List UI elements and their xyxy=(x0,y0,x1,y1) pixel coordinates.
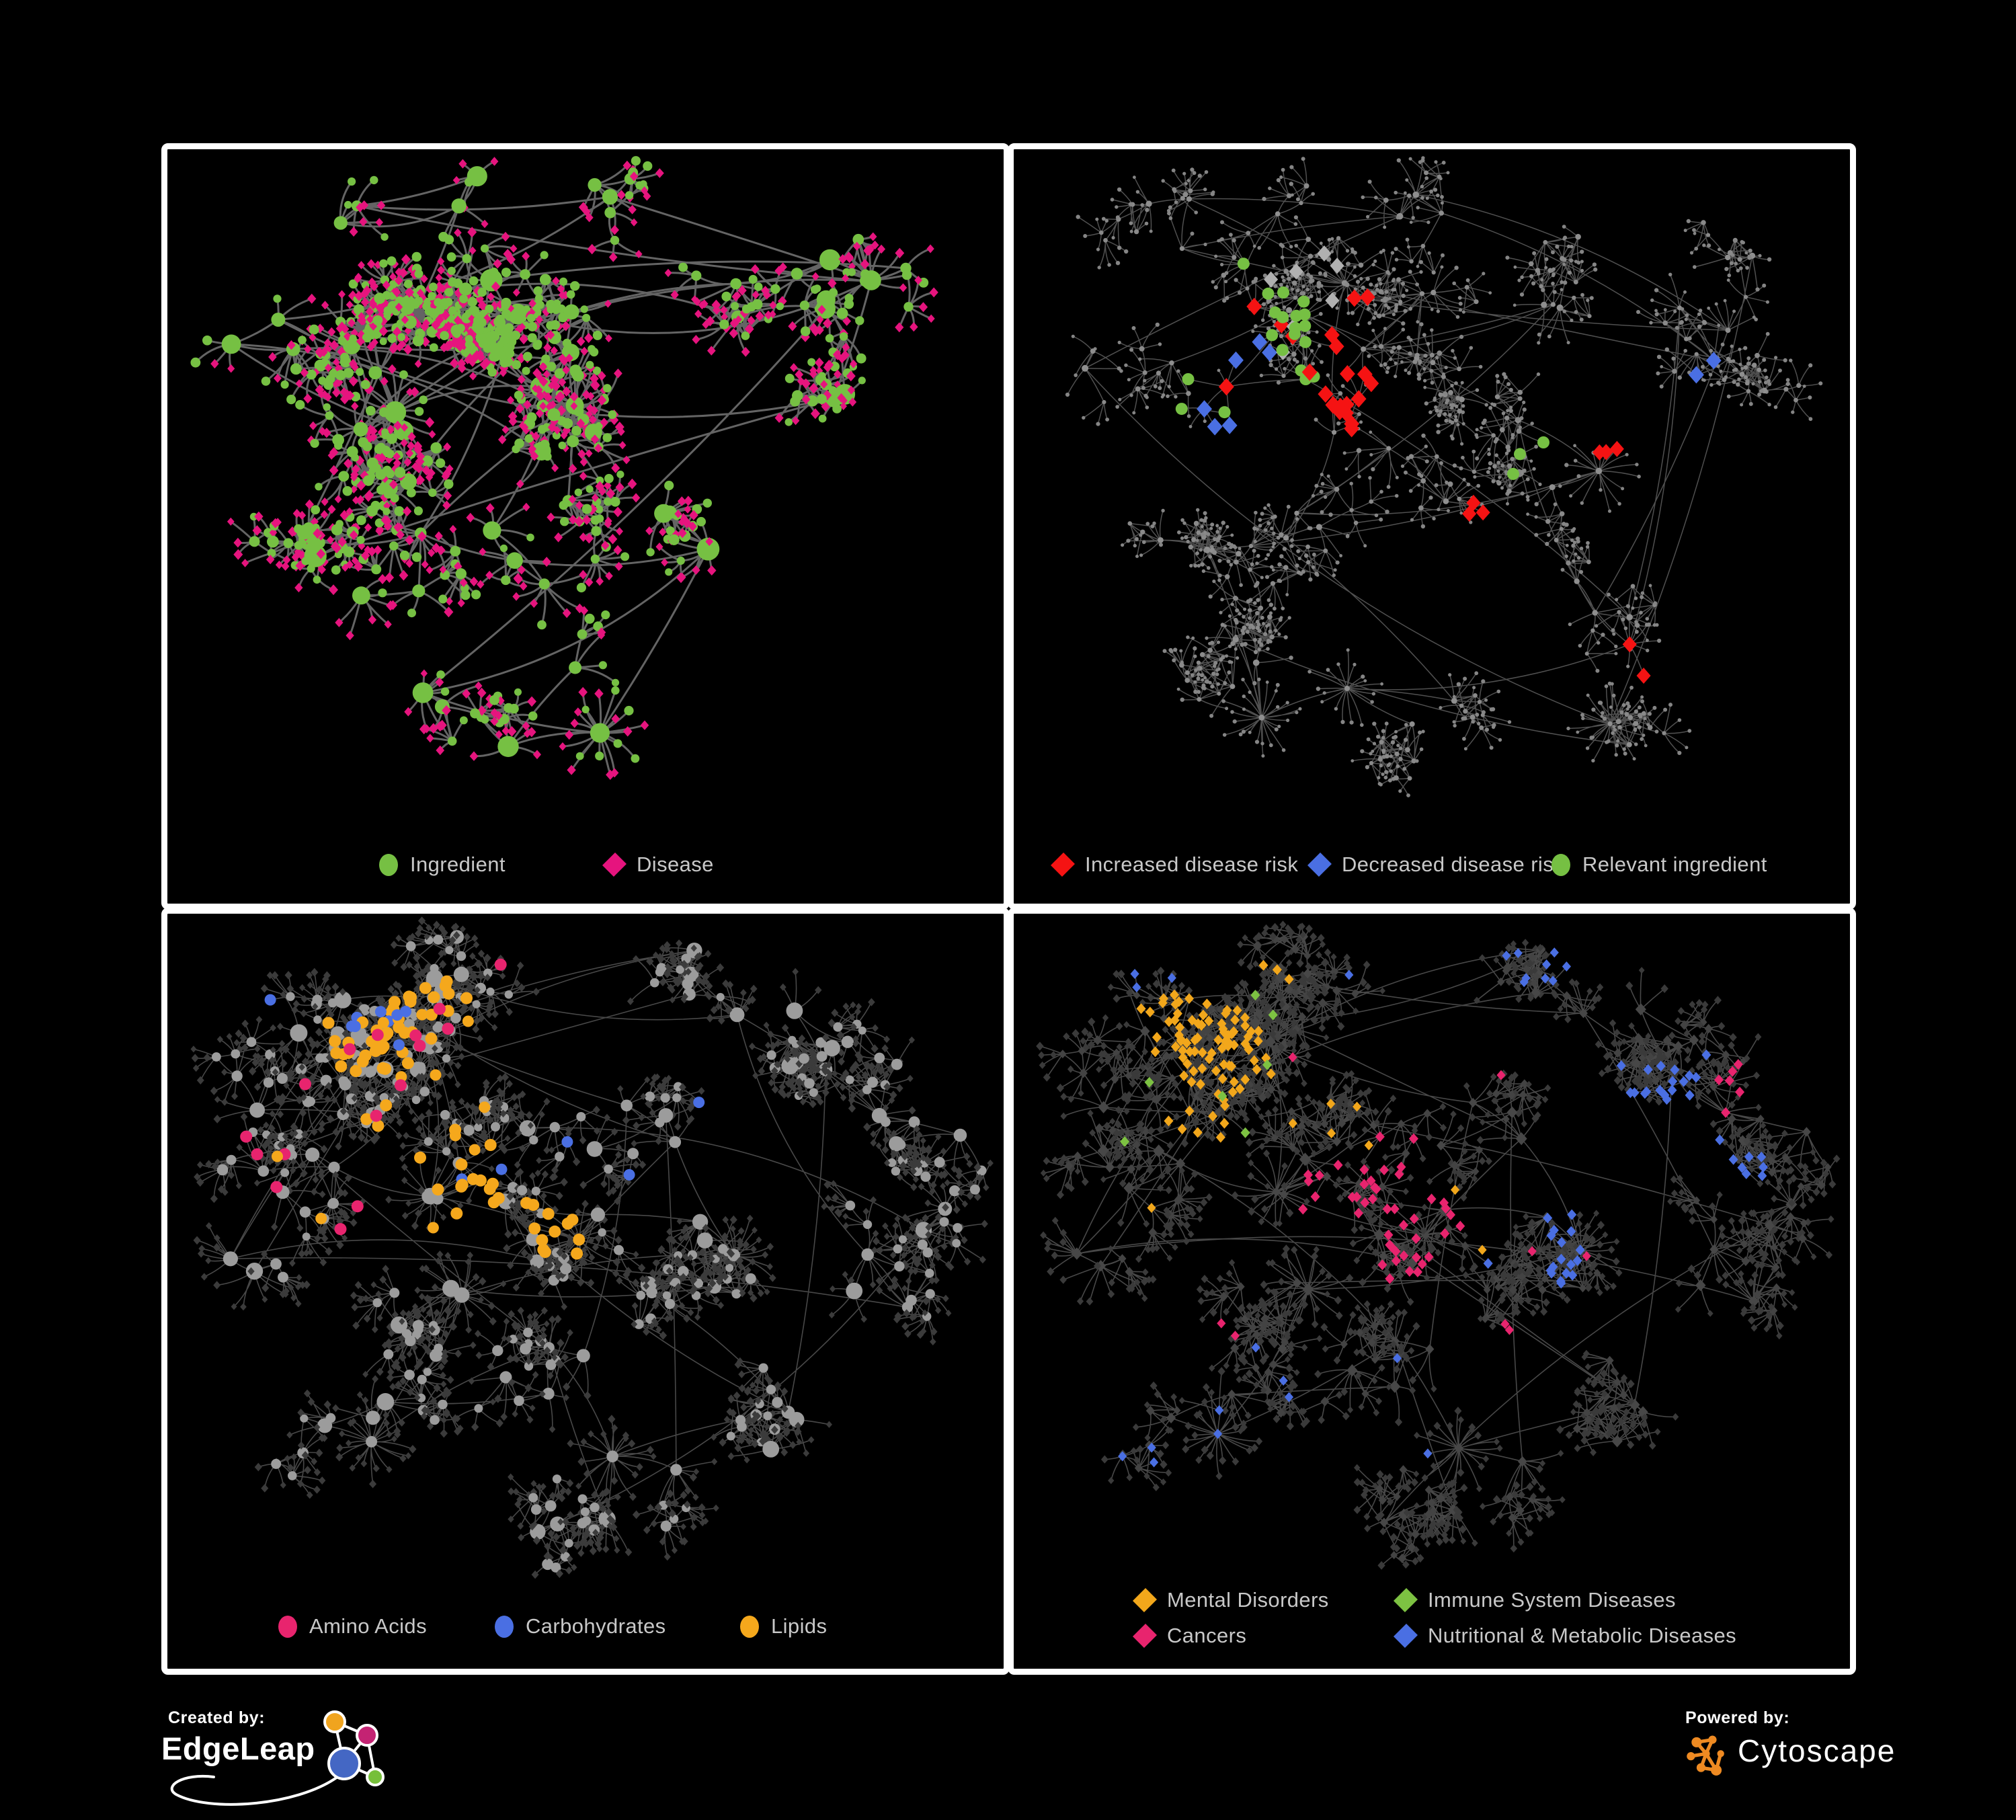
mental-disorders-marker xyxy=(1133,1588,1157,1612)
legend-item-carbohydrates: Carbohydrates xyxy=(495,1614,666,1638)
legend-item-increased-risk: Increased disease risk xyxy=(1051,853,1299,877)
edgeleap-swoosh xyxy=(170,1774,339,1806)
legend-label: Immune System Diseases xyxy=(1428,1588,1676,1612)
legend-label: Ingredient xyxy=(410,853,506,876)
legend-item-disease: Disease xyxy=(602,853,714,877)
edgeleap-logo xyxy=(170,1710,385,1806)
legend-item-immune-diseases: Immune System Diseases xyxy=(1394,1588,1676,1612)
legend-item-decreased-risk: Decreased disease risk xyxy=(1307,853,1565,877)
network-canvas-ingredient-disease xyxy=(190,156,938,780)
legend-label: Disease xyxy=(637,853,714,876)
nutritional-metabolic-marker xyxy=(1394,1624,1418,1648)
carbohydrates-marker xyxy=(495,1615,514,1638)
network-canvas-disease-risk xyxy=(1065,156,1823,797)
decreased-risk-marker xyxy=(1307,853,1332,877)
legend-item-cancers: Cancers xyxy=(1133,1624,1247,1648)
legend-item-ingredient: Ingredient xyxy=(379,853,506,877)
immune-diseases-marker xyxy=(1394,1588,1418,1612)
legend-label: Relevant ingredient xyxy=(1582,853,1767,876)
edgeleap-wordmark: EdgeLeap xyxy=(161,1731,315,1766)
cytoscape-logo-nodes xyxy=(1687,1735,1724,1776)
edgeleap-node-blue xyxy=(327,1747,361,1780)
powered-by-label: Powered by: xyxy=(1685,1708,1790,1727)
cytoscape-wordmark: Cytoscape xyxy=(1738,1733,1896,1768)
legend-label: Cancers xyxy=(1167,1624,1247,1647)
edgeleap-node-green xyxy=(366,1768,385,1786)
legend-item-nutritional-metabolic: Nutritional & Metabolic Diseases xyxy=(1394,1624,1737,1648)
legend-item-mental-disorders: Mental Disorders xyxy=(1133,1588,1329,1612)
edgeleap-node-orange xyxy=(323,1710,346,1733)
legend-item-relevant-ingredient: Relevant ingredient xyxy=(1551,853,1767,877)
disease-marker xyxy=(602,853,627,877)
legend-label: Increased disease risk xyxy=(1085,853,1299,876)
network-canvas-nutrient-classes xyxy=(190,916,994,1579)
legend-label: Amino Acids xyxy=(309,1614,427,1638)
edgeleap-node-pink xyxy=(356,1724,378,1747)
lipids-marker xyxy=(740,1615,759,1638)
increased-risk-marker xyxy=(1051,853,1075,877)
panel-disease-risk: Increased disease risk Decreased disease… xyxy=(1008,143,1856,910)
cancers-marker xyxy=(1133,1624,1157,1648)
legend-label: Lipids xyxy=(771,1614,828,1638)
ingredient-marker xyxy=(379,853,398,876)
legend-label: Decreased disease risk xyxy=(1342,853,1565,876)
network-canvas-disease-categories xyxy=(1036,920,1841,1570)
relevant-ingredient-marker xyxy=(1551,853,1570,876)
panel-ingredient-disease: Ingredient Disease xyxy=(161,143,1010,910)
edgeleap-logo-nodes xyxy=(323,1710,385,1786)
legend-label: Nutritional & Metabolic Diseases xyxy=(1428,1624,1737,1647)
amino-acids-marker xyxy=(278,1615,297,1638)
panel-nutrient-classes: Amino Acids Carbohydrates Lipids xyxy=(161,908,1010,1675)
cytoscape-branding: Powered by: Cytoscape xyxy=(1684,1703,1980,1811)
legend-label: Carbohydrates xyxy=(526,1614,666,1638)
edgeleap-branding: Created by: EdgeLeap xyxy=(161,1703,524,1820)
panel-disease-categories: Mental Disorders Immune System Diseases … xyxy=(1008,908,1856,1675)
legend-item-amino-acids: Amino Acids xyxy=(278,1614,427,1638)
legend-item-lipids: Lipids xyxy=(740,1614,827,1638)
legend-label: Mental Disorders xyxy=(1167,1588,1329,1612)
cytoscape-logo xyxy=(1687,1735,1724,1776)
created-by-label: Created by: xyxy=(168,1708,266,1727)
